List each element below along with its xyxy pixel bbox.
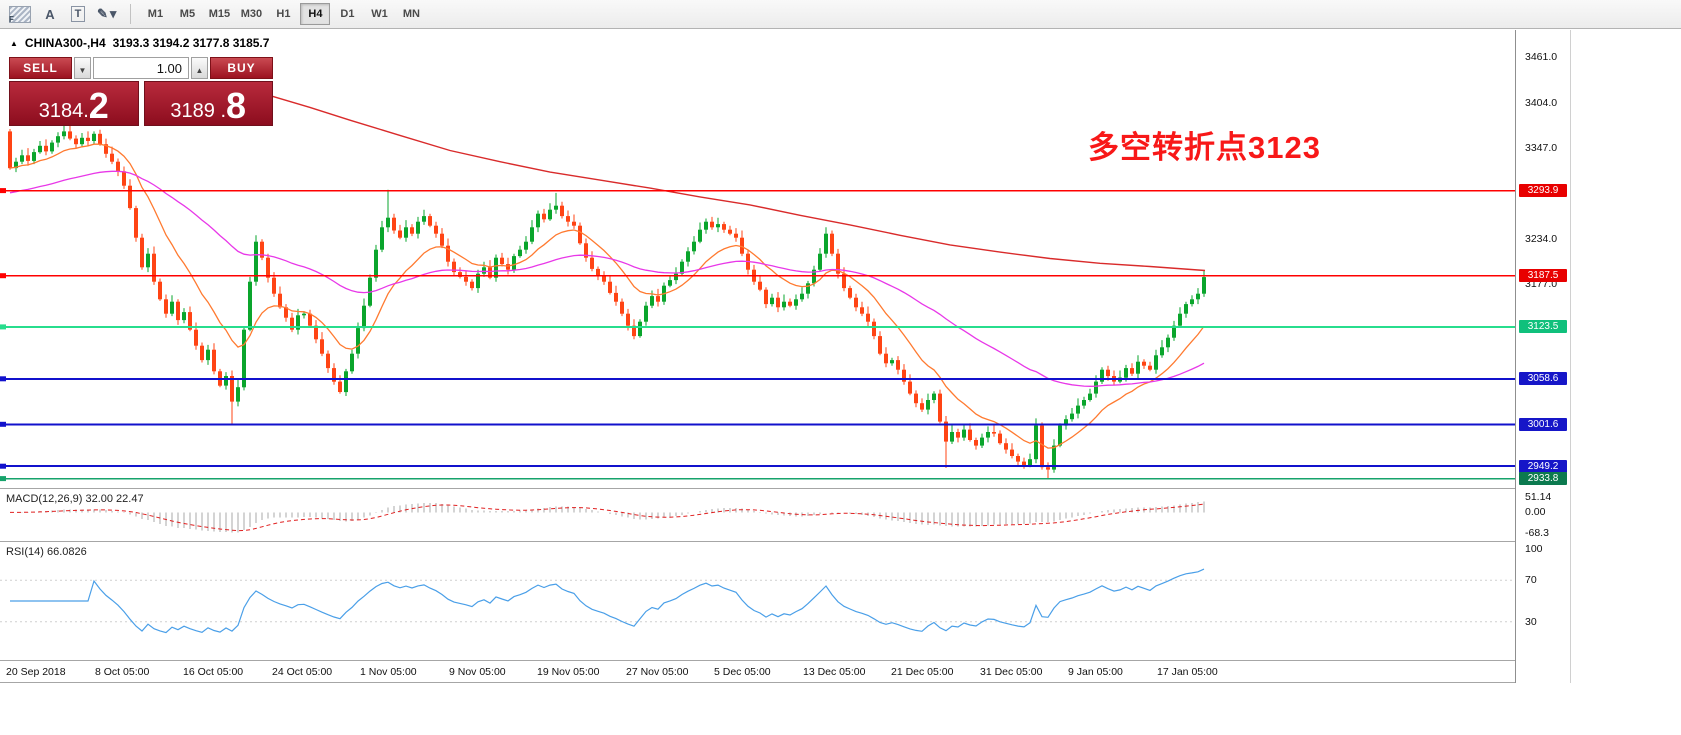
time-axis-label: 5 Dec 05:00 (714, 666, 771, 678)
price-level-badge: 3187.5 (1519, 269, 1567, 282)
price-tick-label: 3347.0 (1525, 142, 1558, 154)
bid-price-big-digit: 2 (88, 85, 109, 127)
top-toolbar: F A T ✎ ▾ M1 M5 M15 M30 H1 H4 D1 W1 MN (0, 0, 1681, 29)
volume-down-button[interactable]: ▼ (74, 57, 91, 79)
timeframe-H1[interactable]: H1 (268, 3, 298, 25)
panel-separator (0, 682, 1570, 683)
rsi-axis-label: 30 (1525, 616, 1537, 628)
timeframe-W1[interactable]: W1 (364, 3, 394, 25)
symbol-name: CHINA300-,H4 (24, 36, 106, 50)
price-level-badge: 3293.9 (1519, 184, 1567, 197)
time-axis-label: 24 Oct 05:00 (272, 666, 333, 678)
sell-button[interactable]: SELL (9, 57, 72, 79)
bid-price-box[interactable]: 3184. 2 (9, 81, 139, 126)
expand-triangle-icon: ▲ (10, 38, 18, 48)
time-axis-label: 27 Nov 05:00 (626, 666, 689, 678)
symbol-ohlc-header: ▲ CHINA300-,H4 3193.3 3194.2 3177.8 3185… (10, 36, 269, 50)
triangle-up-icon: ▲ (195, 65, 204, 75)
ask-price-big-digit: 8 (226, 85, 247, 127)
pencil-icon: ✎ (97, 6, 108, 21)
macd-axis-label: 0.00 (1525, 506, 1546, 518)
volume-input[interactable] (93, 57, 189, 79)
timeframe-M1[interactable]: M1 (140, 3, 170, 25)
panel-separator (0, 660, 1570, 661)
buy-button[interactable]: BUY (210, 57, 273, 79)
toolbar-separator (130, 4, 132, 24)
label-tool-button[interactable]: T (65, 2, 91, 26)
ask-price: 3189 . (170, 100, 227, 122)
macd-indicator-label: MACD(12,26,9) 32.00 22.47 (6, 493, 144, 505)
time-axis-label: 9 Jan 05:00 (1068, 666, 1123, 678)
macd-subchart[interactable] (0, 489, 1515, 541)
time-axis-label: 31 Dec 05:00 (980, 666, 1043, 678)
price-level-badge: 2933.8 (1519, 472, 1567, 485)
time-axis-label: 13 Dec 05:00 (803, 666, 866, 678)
price-level-badge: 3001.6 (1519, 418, 1567, 431)
rsi-subchart[interactable] (0, 542, 1515, 660)
timeframe-MN[interactable]: MN (396, 3, 426, 25)
time-axis-label: 21 Dec 05:00 (891, 666, 954, 678)
text-a-icon: A (45, 6, 55, 22)
timeframe-D1[interactable]: D1 (332, 3, 362, 25)
price-axis[interactable]: 3461.0 3404.0 3347.0 3234.0 3177.0 3293.9 3187… (1515, 30, 1570, 683)
macd-axis-label: -68.3 (1525, 527, 1549, 539)
chart-annotation-text: 多空转折点3123 (1088, 130, 1321, 165)
bid-price: 3184. (38, 100, 89, 122)
macd-axis-label: 51.14 (1525, 491, 1552, 503)
price-tick-label: 3404.0 (1525, 97, 1558, 109)
chart-window: ▲ CHINA300-,H4 3193.3 3194.2 3177.8 3185… (0, 30, 1571, 683)
volume-up-button[interactable]: ▲ (191, 57, 208, 79)
rsi-indicator-label: RSI(14) 66.0826 (6, 546, 87, 558)
pattern-tool-button[interactable]: F (5, 2, 35, 26)
rsi-axis-label: 70 (1525, 574, 1537, 586)
price-level-badge: 3058.6 (1519, 372, 1567, 385)
price-level-badge: 2949.2 (1519, 460, 1567, 473)
pattern-f-label: F (9, 15, 14, 24)
time-axis-label: 1 Nov 05:00 (360, 666, 417, 678)
triangle-down-icon: ▼ (78, 65, 87, 75)
panel-separator (0, 488, 1570, 489)
text-label-icon: T (70, 6, 86, 22)
ask-price-box[interactable]: 3189 .8 (143, 81, 273, 127)
time-axis-label: 20 Sep 2018 (6, 666, 66, 678)
timeframe-H4[interactable]: H4 (300, 3, 331, 25)
price-tick-label: 3461.0 (1525, 51, 1558, 63)
timeframe-M15[interactable]: M15 (204, 3, 234, 25)
time-axis-label: 19 Nov 05:00 (537, 666, 600, 678)
timeframe-group: M1 M5 M15 M30 H1 H4 D1 W1 MN (140, 3, 426, 25)
ohlc-values: 3193.3 3194.2 3177.8 3185.7 (112, 36, 270, 50)
chevron-down-icon: ▾ (109, 6, 117, 21)
price-tick-label: 3234.0 (1525, 233, 1558, 245)
time-axis[interactable]: 20 Sep 2018 8 Oct 05:00 16 Oct 05:00 24 Oct… (0, 661, 1515, 682)
one-click-trading-panel: SELL ▼ ▲ BUY 3184.2 3189 .8 (9, 57, 273, 126)
timeframe-M5[interactable]: M5 (172, 3, 202, 25)
time-axis-label: 9 Nov 05:00 (449, 666, 506, 678)
text-tool-button[interactable]: A (37, 2, 63, 26)
timeframe-M30[interactable]: M30 (236, 3, 266, 25)
panel-separator (0, 541, 1570, 542)
time-axis-label: 8 Oct 05:00 (95, 666, 150, 678)
time-axis-label: 16 Oct 05:00 (183, 666, 244, 678)
hatch-pattern-icon (9, 5, 31, 23)
time-axis-label: 17 Jan 05:00 (1157, 666, 1218, 678)
drawing-tools-button[interactable]: ✎ ▾ (93, 2, 120, 26)
rsi-axis-label: 100 (1525, 543, 1543, 555)
price-level-badge: 3123.5 (1519, 320, 1567, 333)
main-price-chart[interactable] (0, 33, 1515, 488)
